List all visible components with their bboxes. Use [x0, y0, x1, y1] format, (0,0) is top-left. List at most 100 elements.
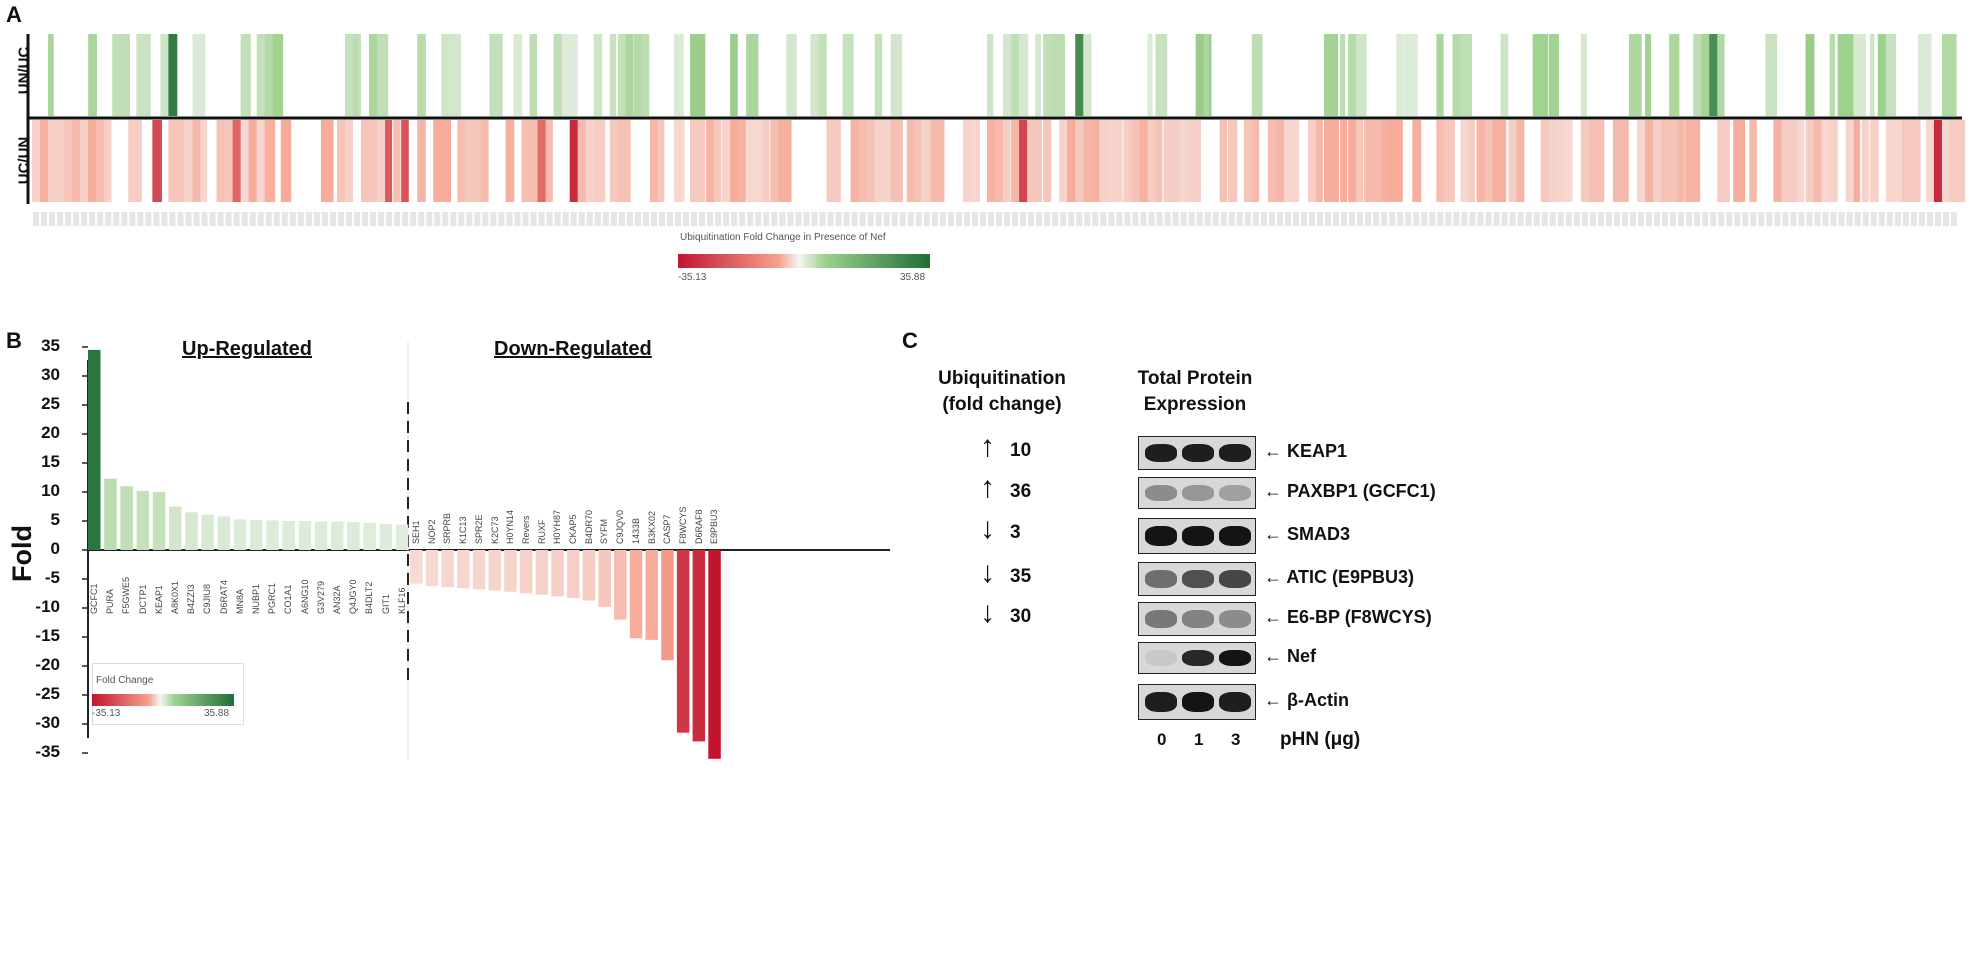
down-bar	[661, 550, 674, 661]
up-bar	[379, 523, 393, 550]
heatmap-cell-down	[1637, 120, 1646, 202]
heatmap-cell-up	[449, 34, 462, 116]
heatmap-cell-up	[1877, 34, 1888, 116]
heatmap-tick-label	[723, 212, 730, 226]
heatmap-cell-down	[393, 120, 401, 202]
heatmap-cell-down	[1901, 120, 1912, 202]
heatmap-tick-label	[1429, 212, 1436, 226]
heatmap-cell-up	[1404, 34, 1418, 116]
heatmap-tick-label	[273, 212, 280, 226]
heatmap-tick-label	[883, 212, 890, 226]
heatmap-tick-label	[578, 212, 585, 226]
heatmap-tick-label	[1164, 212, 1171, 226]
heatmap-cell-down	[1781, 120, 1791, 202]
heatmap-tick-label	[458, 212, 465, 226]
heatmap-tick-label	[1694, 212, 1701, 226]
heatmap-tick-label	[787, 212, 794, 226]
heatmap-tick-label	[1060, 212, 1067, 226]
heatmap-cell-down	[128, 120, 142, 202]
heatmap-cell-down	[32, 120, 43, 202]
heatmap-tick-label	[1052, 212, 1059, 226]
heatmap-tick-label	[755, 212, 762, 226]
down-bar-label: B3KX02	[646, 510, 657, 544]
heatmap-cell-down	[1949, 120, 1966, 202]
heatmap-tick-label	[835, 212, 842, 226]
down-bar	[629, 550, 643, 639]
heatmap-cell-up	[810, 34, 819, 116]
heatmap-cell-down	[1797, 120, 1805, 202]
up-bar-label: A6NG10	[299, 579, 310, 614]
heatmap-cell-up	[1083, 34, 1092, 116]
heatmap-tick-label	[1341, 212, 1348, 226]
heatmap-tick-label	[1662, 212, 1669, 226]
heatmap-tick-label	[1076, 212, 1083, 226]
heatmap-cell-down	[1243, 120, 1253, 202]
heatmap-tick-label	[522, 212, 529, 226]
heatmap-cell-up	[192, 34, 206, 116]
heatmap-tick-label	[313, 212, 320, 226]
heatmap-tick-label	[795, 212, 802, 226]
heatmap-cell-down	[1340, 120, 1348, 202]
heatmap-tick-label	[939, 212, 946, 226]
heatmap-tick-label	[1204, 212, 1211, 226]
heatmap-tick-label	[1742, 212, 1749, 226]
heatmap-cell-down	[1251, 120, 1260, 202]
heatmap-cell-down	[216, 120, 226, 202]
heatmap-tick-label	[410, 212, 417, 226]
up-bar	[169, 506, 182, 550]
heatmap-cell-down	[224, 120, 234, 202]
heatmap-cell-down	[1492, 120, 1507, 202]
down-bar	[519, 550, 533, 594]
heatmap-tick-label	[1044, 212, 1051, 226]
heatmap-tick-label	[386, 212, 393, 226]
heatmap-tick-label	[137, 212, 144, 226]
heatmap-tick-label	[1629, 212, 1636, 226]
heatmap-tick-label	[329, 212, 336, 226]
heatmap-tick-label	[1686, 212, 1693, 226]
heatmap-legend-title: Ubiquitination Fold Change in Presence o…	[680, 232, 886, 243]
heatmap-cell-up	[1580, 34, 1587, 116]
heatmap-cell-down	[914, 120, 923, 202]
heatmap-tick-label	[113, 212, 120, 226]
up-bar	[233, 519, 247, 550]
heatmap-cell-down	[1717, 120, 1730, 202]
heatmap-tick-label	[971, 212, 978, 226]
heatmap-tick-label	[1549, 212, 1556, 226]
heatmap-cell-down	[48, 120, 56, 202]
heatmap-tick-label	[1509, 212, 1516, 226]
down-bar-label: SRPRB	[442, 512, 453, 544]
heatmap-cell-down	[1540, 120, 1552, 202]
heatmap-tick-label	[193, 212, 200, 226]
up-bar	[298, 521, 312, 550]
ubiquitination-fold-value: 36	[1010, 481, 1032, 502]
heatmap-cell-down	[593, 120, 606, 202]
blot-protein-label: ← Nef	[1264, 646, 1317, 666]
blot-band	[1219, 649, 1251, 667]
heatmap-cell-down	[1187, 120, 1202, 202]
up-bar-label: MN8A	[234, 588, 245, 614]
heatmap-tick-label	[554, 212, 561, 226]
heatmap-tick-label	[129, 212, 136, 226]
heatmap-cell-down	[1043, 120, 1052, 202]
y-tick-label: 0	[50, 539, 60, 558]
heatmap-cell-down	[1171, 120, 1181, 202]
heatmap-tick-label	[1180, 212, 1187, 226]
heatmap-cell-down	[200, 120, 208, 202]
down-bar-label: RUXF	[536, 519, 547, 545]
heatmap-tick-label	[867, 212, 874, 226]
heatmap-cell-down	[168, 120, 185, 202]
heatmap-tick-label	[1292, 212, 1299, 226]
heatmap-cell-down	[649, 120, 661, 202]
heatmap-cell-down	[1436, 120, 1449, 202]
heatmap-tick-label	[1405, 212, 1412, 226]
heatmap-cell-up	[641, 34, 650, 116]
heatmap-cell-down	[1661, 120, 1674, 202]
down-bar-label: E9PBU3	[709, 509, 720, 544]
heatmap-tick-label	[891, 212, 898, 226]
heatmap-tick-label	[418, 212, 425, 226]
heatmap-cell-up	[1941, 34, 1957, 116]
down-bar	[441, 550, 454, 588]
heatmap-cell-up	[1701, 34, 1714, 116]
up-bar-label: KEAP1	[153, 584, 164, 614]
down-bar	[692, 550, 706, 742]
